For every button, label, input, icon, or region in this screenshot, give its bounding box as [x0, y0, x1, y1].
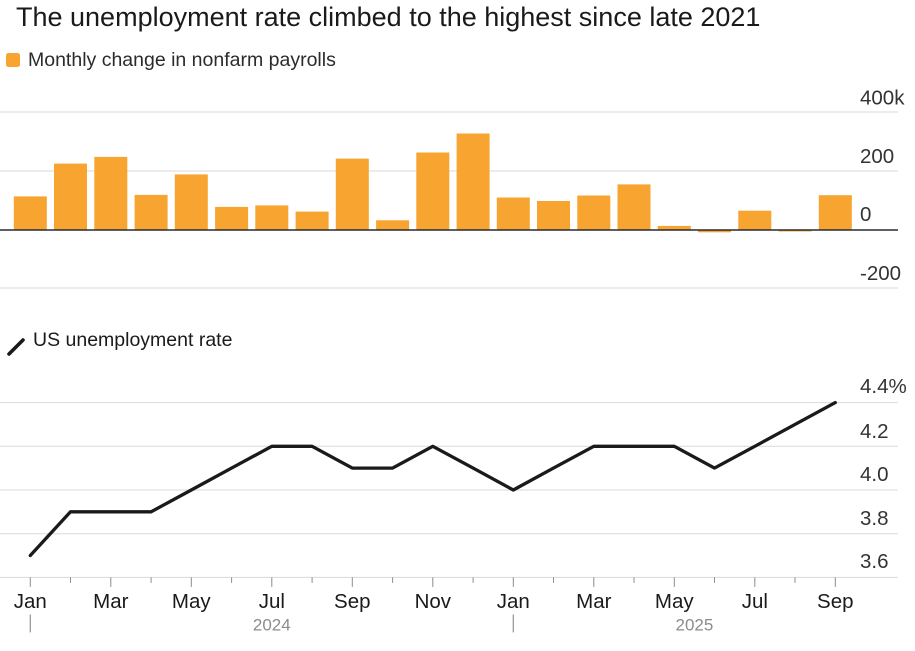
- svg-text:4.0: 4.0: [860, 463, 889, 486]
- svg-text:Mar: Mar: [93, 590, 128, 613]
- svg-text:2024: 2024: [253, 615, 291, 634]
- svg-text:Jul: Jul: [742, 590, 768, 613]
- svg-text:Mar: Mar: [576, 590, 611, 613]
- svg-text:2025: 2025: [675, 615, 713, 634]
- svg-text:4.2: 4.2: [860, 420, 889, 443]
- svg-text:3.6: 3.6: [860, 550, 889, 573]
- svg-text:Nov: Nov: [415, 590, 452, 613]
- svg-text:400k: 400k: [860, 87, 905, 110]
- svg-text:Sep: Sep: [334, 590, 370, 613]
- svg-text:Sep: Sep: [817, 590, 853, 613]
- svg-text:200: 200: [860, 145, 894, 168]
- svg-text:4.4%: 4.4%: [860, 375, 907, 398]
- svg-text:-200: -200: [860, 262, 901, 285]
- svg-text:May: May: [655, 590, 694, 613]
- svg-text:Jan: Jan: [497, 590, 530, 613]
- svg-text:0: 0: [860, 203, 871, 226]
- svg-text:Jan: Jan: [14, 590, 47, 613]
- svg-text:May: May: [172, 590, 211, 613]
- svg-text:Jul: Jul: [259, 590, 285, 613]
- svg-text:3.8: 3.8: [860, 507, 889, 530]
